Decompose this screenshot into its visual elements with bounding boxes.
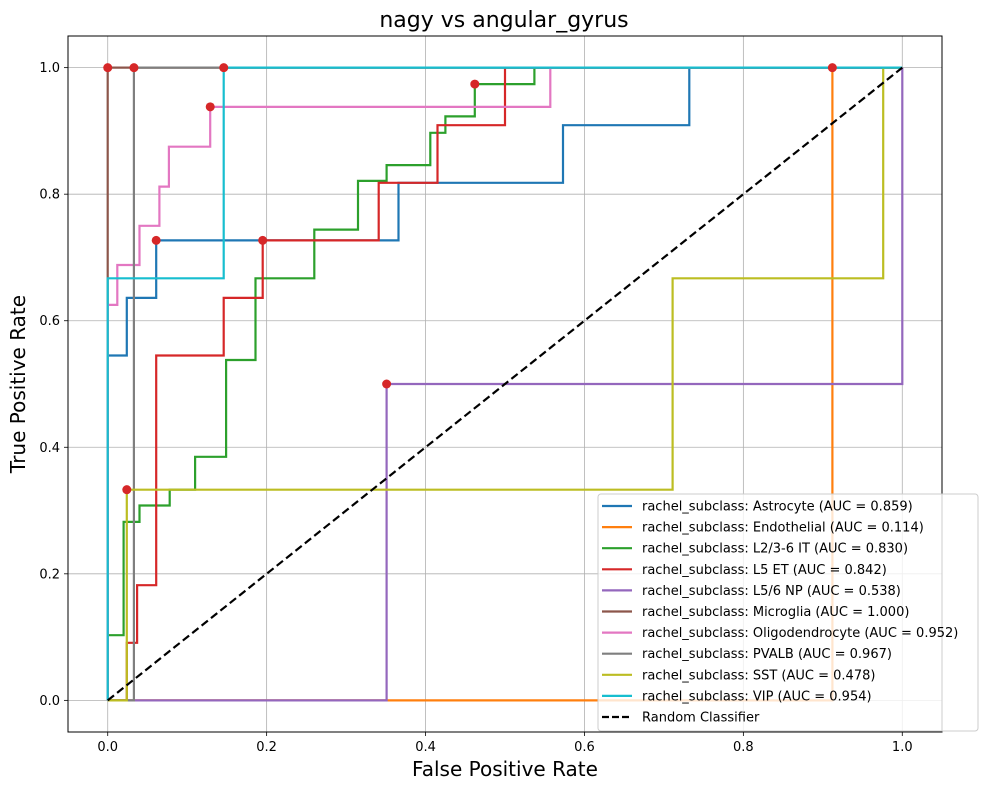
legend-label: rachel_subclass: VIP (AUC = 0.954) [642, 689, 872, 704]
legend-label: rachel_subclass: Astrocyte (AUC = 0.859) [642, 500, 913, 515]
optimal-threshold-marker [382, 379, 392, 389]
roc-curve-sst [107, 66, 903, 702]
legend-items: rachel_subclass: Astrocyte (AUC = 0.859)… [602, 500, 958, 726]
x-tick-label: 0.4 [415, 740, 436, 755]
x-tick-label: 0.2 [256, 740, 277, 755]
legend-label: rachel_subclass: L2/3-6 IT (AUC = 0.830) [642, 542, 908, 557]
optimal-threshold-marker [827, 63, 837, 73]
legend-label: rachel_subclass: L5/6 NP (AUC = 0.538) [642, 584, 901, 599]
y-tick-label: 0.0 [39, 694, 60, 709]
axis-ticks: 0.0 0.2 0.4 0.6 0.8 1.0 0.0 0.2 0.4 0.6 0.8 1.0 [39, 61, 912, 755]
legend-label: Random Classifier [642, 711, 760, 726]
legend-label: rachel_subclass: Endothelial (AUC = 0.11… [642, 521, 924, 536]
x-tick-label: 0.6 [574, 740, 595, 755]
y-axis-label: True Positive Rate [6, 295, 30, 474]
roc-curve-oligodendrocyte [106, 66, 903, 701]
y-tick-label: 0.4 [39, 441, 60, 456]
optimal-threshold-marker [205, 102, 215, 112]
roc-curve-l2-3-6-it [106, 66, 903, 701]
legend-label: rachel_subclass: Microglia (AUC = 1.000) [642, 605, 909, 620]
optimal-threshold-marker [219, 63, 229, 73]
plot-frame [67, 35, 943, 733]
y-tick-label: 0.6 [39, 314, 60, 329]
y-tick-label: 0.2 [39, 567, 60, 582]
random-classifier-line [107, 66, 903, 702]
legend: rachel_subclass: Astrocyte (AUC = 0.859)… [597, 493, 979, 732]
threshold-markers [103, 63, 837, 495]
y-tick-label: 1.0 [39, 61, 60, 76]
legend-label: rachel_subclass: PVALB (AUC = 0.967) [642, 647, 892, 662]
optimal-threshold-marker [258, 235, 268, 245]
optimal-threshold-marker [151, 235, 161, 245]
y-tick-label: 0.8 [39, 188, 60, 203]
chart-title: nagy vs angular_gyrus [379, 8, 628, 33]
x-tick-label: 0.8 [733, 740, 754, 755]
legend-box [597, 493, 979, 732]
legend-label: rachel_subclass: Oligodendrocyte (AUC = … [642, 626, 958, 641]
plot-area [67, 35, 943, 733]
roc-curve-vip [106, 66, 903, 701]
x-tick-label: 0.0 [97, 740, 118, 755]
optimal-threshold-marker [129, 63, 139, 73]
x-axis-label: False Positive Rate [412, 757, 598, 781]
roc-curve-l5-et [107, 66, 903, 702]
roc-curve-astrocyte [106, 66, 903, 701]
optimal-threshold-marker [103, 63, 113, 73]
optimal-threshold-marker [470, 79, 480, 89]
legend-label: rachel_subclass: SST (AUC = 0.478) [642, 668, 875, 683]
optimal-threshold-marker [122, 485, 132, 495]
legend-label: rachel_subclass: L5 ET (AUC = 0.842) [642, 563, 887, 578]
x-tick-label: 1.0 [892, 740, 913, 755]
